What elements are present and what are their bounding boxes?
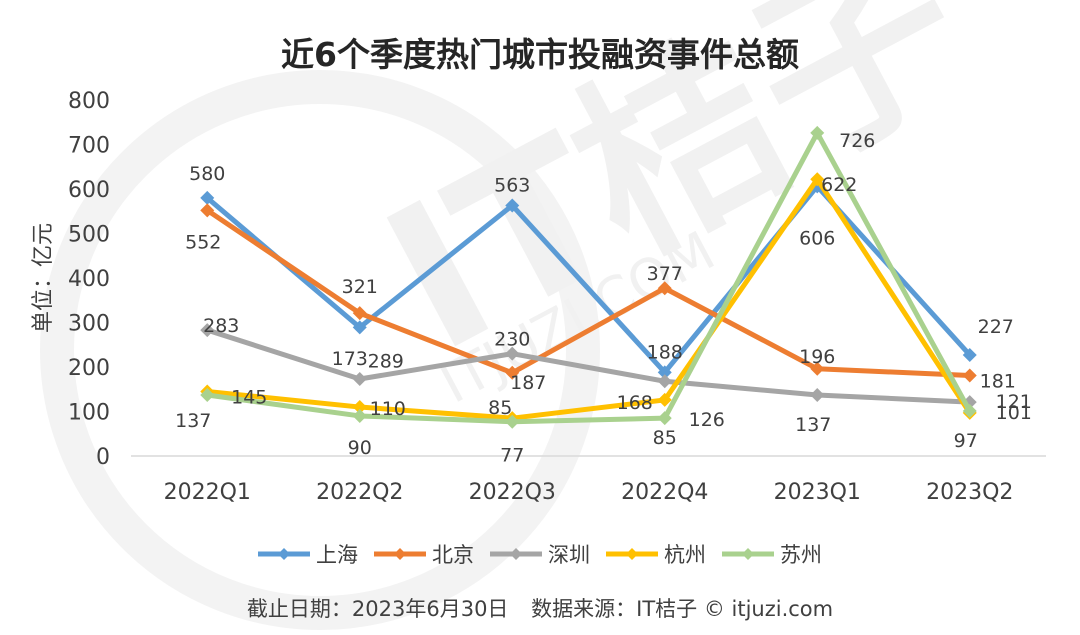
data-label-1-0: 552	[185, 231, 221, 253]
data-label-0-2: 563	[494, 174, 530, 196]
data-point-2-1	[352, 372, 367, 387]
data-point-1-1	[352, 306, 367, 321]
data-label-1-4: 196	[799, 346, 835, 368]
data-label-0-5: 227	[978, 316, 1014, 338]
data-point-3-1	[352, 400, 367, 415]
data-label-2-4: 137	[795, 414, 831, 436]
footer-source: 数据来源：IT桔子 © itjuzi.com	[531, 597, 834, 621]
data-point-4-0	[200, 388, 215, 403]
x-tick-label: 2022Q4	[621, 480, 708, 505]
legend-label-4: 苏州	[780, 543, 822, 567]
data-point-0-2	[505, 198, 520, 213]
data-label-0-3: 188	[647, 341, 683, 363]
data-label-3-0: 145	[231, 386, 267, 408]
data-label-1-3: 377	[647, 263, 683, 285]
data-point-1-0	[200, 203, 215, 218]
y-tick-label: 800	[68, 89, 110, 114]
legend-marker-4	[742, 548, 754, 560]
footer: 截止日期：2023年6月30日 数据来源：IT桔子 © itjuzi.com	[0, 593, 1080, 623]
data-label-4-4: 726	[839, 130, 875, 152]
data-label-3-5: 97	[954, 430, 978, 452]
legend-marker-1	[394, 548, 406, 560]
x-tick-label: 2022Q1	[164, 480, 251, 505]
legend-label-1: 北京	[432, 543, 474, 567]
data-label-3-3: 126	[689, 409, 725, 431]
legend-label-0: 上海	[316, 543, 358, 567]
data-point-1-2	[505, 365, 520, 380]
legend-marker-0	[278, 548, 290, 560]
data-label-1-5: 181	[980, 370, 1016, 392]
data-label-2-3: 168	[617, 392, 653, 414]
data-point-0-3	[657, 365, 672, 380]
data-label-2-1: 173	[332, 348, 368, 370]
data-point-3-4	[810, 172, 825, 187]
data-point-0-5	[962, 347, 977, 362]
data-point-1-5	[962, 368, 977, 383]
legend-label-3: 杭州	[664, 543, 706, 567]
footer-date: 截止日期：2023年6月30日	[246, 597, 509, 621]
data-label-4-0: 137	[175, 410, 211, 432]
series-line-2	[206, 327, 970, 405]
x-tick-label: 2022Q3	[469, 480, 556, 505]
y-tick-label: 100	[68, 401, 110, 426]
legend-label-2: 深圳	[548, 543, 590, 567]
y-axis-title: 单位：亿元	[31, 223, 56, 333]
series-line-1	[205, 208, 970, 378]
legend-marker-2	[510, 548, 522, 560]
data-label-4-5: 101	[996, 402, 1032, 424]
data-label-1-1: 321	[342, 276, 378, 298]
y-tick-label: 400	[68, 267, 110, 292]
series-line-0	[205, 183, 972, 375]
data-point-1-4	[810, 361, 825, 376]
data-label-0-4: 606	[799, 227, 835, 249]
x-tick-label: 2023Q1	[774, 480, 861, 505]
data-label-2-2: 230	[494, 329, 530, 351]
data-point-4-5	[962, 404, 977, 419]
data-label-3-2: 85	[488, 397, 512, 419]
x-tick-label: 2022Q2	[316, 480, 403, 505]
data-point-4-1	[352, 408, 367, 423]
y-tick-label: 700	[68, 134, 110, 159]
y-tick-label: 500	[68, 223, 110, 248]
y-tick-label: 600	[68, 178, 110, 203]
data-point-0-0	[200, 190, 215, 205]
series-line-4	[206, 130, 972, 425]
data-point-2-4	[810, 388, 825, 403]
legend-marker-3	[626, 548, 638, 560]
y-tick-label: 300	[68, 312, 110, 337]
data-point-0-1	[352, 320, 367, 335]
data-label-1-2: 187	[510, 372, 546, 394]
y-tick-label: 200	[68, 356, 110, 381]
data-point-3-3	[657, 392, 672, 407]
data-point-2-3	[657, 374, 672, 389]
x-tick-label: 2023Q2	[926, 480, 1013, 505]
data-label-3-1: 110	[370, 398, 406, 420]
data-label-3-4: 622	[821, 174, 857, 196]
chart-title: 近6个季度热门城市投融资事件总额	[281, 35, 799, 74]
data-point-2-0	[200, 323, 215, 338]
data-label-2-0: 283	[203, 315, 239, 337]
data-point-4-3	[657, 411, 672, 426]
data-label-4-1: 90	[348, 437, 372, 459]
data-label-2-5: 121	[996, 391, 1032, 413]
data-point-4-2	[505, 414, 520, 429]
data-point-2-2	[505, 346, 520, 361]
data-label-4-2: 77	[500, 445, 524, 467]
data-label-0-0: 580	[189, 163, 225, 185]
data-label-4-3: 85	[653, 427, 677, 449]
series-line-3	[206, 176, 972, 421]
y-tick-label: 0	[96, 445, 110, 470]
data-point-4-4	[810, 125, 825, 140]
data-label-0-1: 289	[368, 350, 404, 372]
data-point-1-3	[657, 281, 672, 296]
